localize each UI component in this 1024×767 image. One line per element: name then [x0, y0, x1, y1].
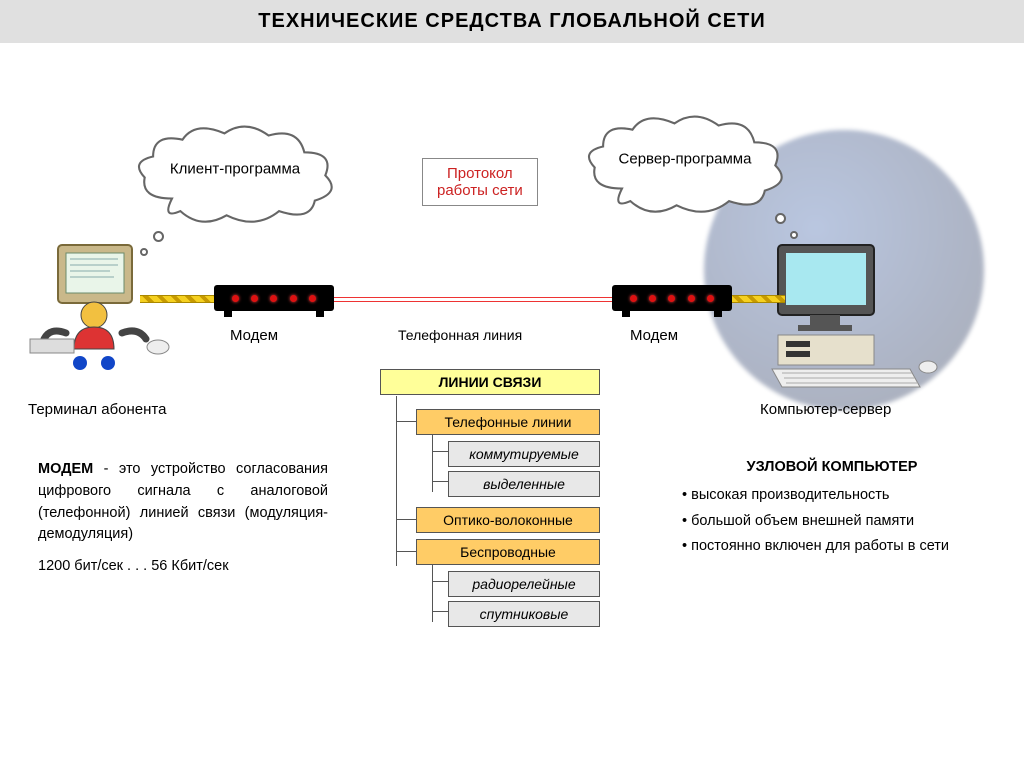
terminal-icon — [30, 243, 180, 378]
tree-title: ЛИНИИ СВЯЗИ — [380, 369, 600, 395]
cloud-server: Сервер-программа — [580, 115, 790, 220]
modem-left — [214, 285, 334, 311]
node-panel-title: УЗЛОВОЙ КОМПЬЮТЕР — [682, 457, 982, 479]
node-item: постоянно включен для работы в сети — [682, 536, 982, 558]
tree-radio: радиорелейные — [448, 571, 600, 597]
modem-panel: МОДЕМ - это устройство согласования цифр… — [38, 459, 328, 578]
phone-line-label: Телефонная линия — [398, 327, 522, 343]
cloud-client: Клиент-программа — [130, 125, 340, 230]
thought-bubble-icon — [775, 213, 786, 224]
tree-fiber: Оптико-волоконные — [416, 507, 600, 533]
modem-right — [612, 285, 732, 311]
server-label: Компьютер-сервер — [760, 401, 891, 418]
terminal-label: Терминал абонента — [28, 401, 166, 418]
cloud-client-label: Клиент-программа — [170, 161, 300, 178]
protocol-line1: Протокол — [437, 165, 523, 182]
page-title: ТЕХНИЧЕСКИЕ СРЕДСТВА ГЛОБАЛЬНОЙ СЕТИ — [0, 0, 1024, 43]
modem-rate: 1200 бит/сек . . . 56 Кбит/сек — [38, 556, 328, 578]
tree-dedicated: выделенные — [448, 471, 600, 497]
node-panel: УЗЛОВОЙ КОМПЬЮТЕР высокая производительн… — [682, 457, 982, 558]
protocol-box: Протокол работы сети — [422, 158, 538, 206]
tree-phone: Телефонные линии — [416, 409, 600, 435]
modem-left-label: Модем — [230, 327, 278, 344]
node-item: большой объем внешней памяти — [682, 511, 982, 533]
links-tree: ЛИНИИ СВЯЗИ Телефонные линии коммутируем… — [380, 369, 640, 659]
cloud-server-label: Сервер-программа — [619, 151, 752, 168]
thought-bubble-icon — [790, 231, 798, 239]
server-icon — [770, 241, 940, 396]
cable-terminal-modem — [140, 295, 215, 303]
tree-switched: коммутируемые — [448, 441, 600, 467]
node-item: высокая производительность — [682, 485, 982, 507]
tree-wireless: Беспроводные — [416, 539, 600, 565]
thought-bubble-icon — [153, 231, 164, 242]
cable-modem-server — [730, 295, 785, 303]
protocol-line2: работы сети — [437, 182, 523, 199]
tree-satellite: спутниковые — [448, 601, 600, 627]
modem-right-label: Модем — [630, 327, 678, 344]
